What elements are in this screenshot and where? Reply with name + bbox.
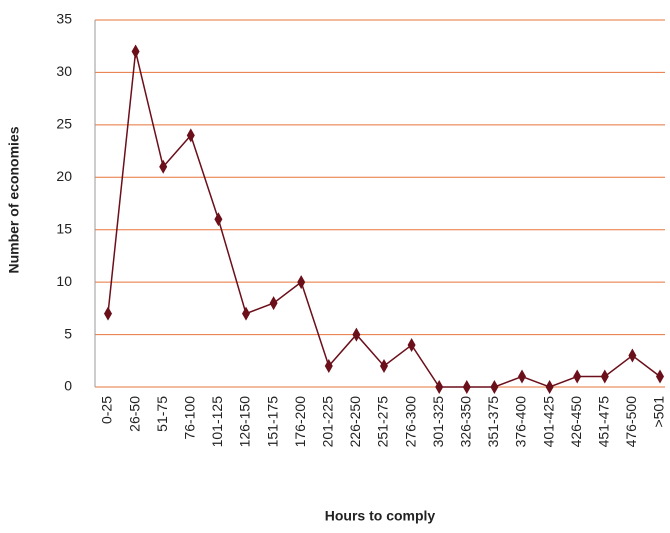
x-tick-label: 376-400 (513, 396, 529, 448)
y-axis-title: Number of economies (6, 126, 22, 273)
marker (186, 128, 195, 143)
x-tick-label: 51-75 (154, 396, 170, 432)
x-tick-label: 301-325 (430, 396, 446, 448)
x-tick-label: 201-225 (320, 396, 336, 448)
x-axis-title: Hours to comply (325, 508, 436, 524)
y-tick-label: 10 (56, 273, 72, 289)
marker (380, 359, 388, 374)
marker (462, 380, 471, 394)
marker (269, 296, 278, 311)
x-tick-label: 76-100 (182, 396, 198, 440)
y-tick-label: 20 (56, 168, 72, 184)
x-tick-label: 101-125 (209, 396, 225, 448)
y-tick-label: 15 (56, 220, 72, 236)
marker (407, 338, 416, 353)
x-tick-label: 401-425 (540, 396, 556, 448)
marker (628, 348, 637, 363)
x-tick-label: 426-450 (568, 396, 584, 448)
x-tick-label: 126-150 (237, 396, 253, 448)
x-tick-label: 226-250 (347, 396, 363, 448)
marker (352, 327, 361, 342)
y-tick-label: 30 (56, 63, 72, 79)
y-tick-label: 5 (64, 325, 72, 341)
x-tick-label: 451-475 (596, 396, 612, 448)
marker (518, 369, 526, 384)
x-tick-label: 326-350 (458, 396, 474, 448)
y-tick-label: 35 (56, 11, 72, 27)
marker (656, 369, 664, 384)
marker (600, 369, 609, 384)
x-tick-label: 26-50 (126, 396, 142, 432)
marker (573, 369, 582, 384)
x-tick-label: >501 (651, 396, 667, 428)
x-tick-label: 276-300 (402, 396, 418, 448)
x-tick-label: 251-275 (375, 396, 391, 448)
marker (242, 306, 250, 321)
x-tick-label: 151-175 (264, 396, 280, 448)
marker (324, 359, 333, 374)
x-tick-label: 476-500 (623, 396, 639, 448)
x-tick-label: 0-25 (99, 396, 115, 424)
marker (545, 380, 554, 394)
marker (297, 275, 306, 290)
y-tick-label: 25 (56, 116, 72, 132)
marker (131, 44, 140, 59)
y-tick-label: 0 (64, 378, 72, 394)
marker (214, 212, 223, 227)
marker (435, 380, 444, 394)
x-tick-label: 176-200 (292, 396, 308, 448)
x-tick-label: 351-375 (485, 396, 501, 448)
marker (104, 306, 112, 321)
marker (159, 159, 168, 174)
line (107, 51, 661, 388)
marker (490, 380, 499, 394)
